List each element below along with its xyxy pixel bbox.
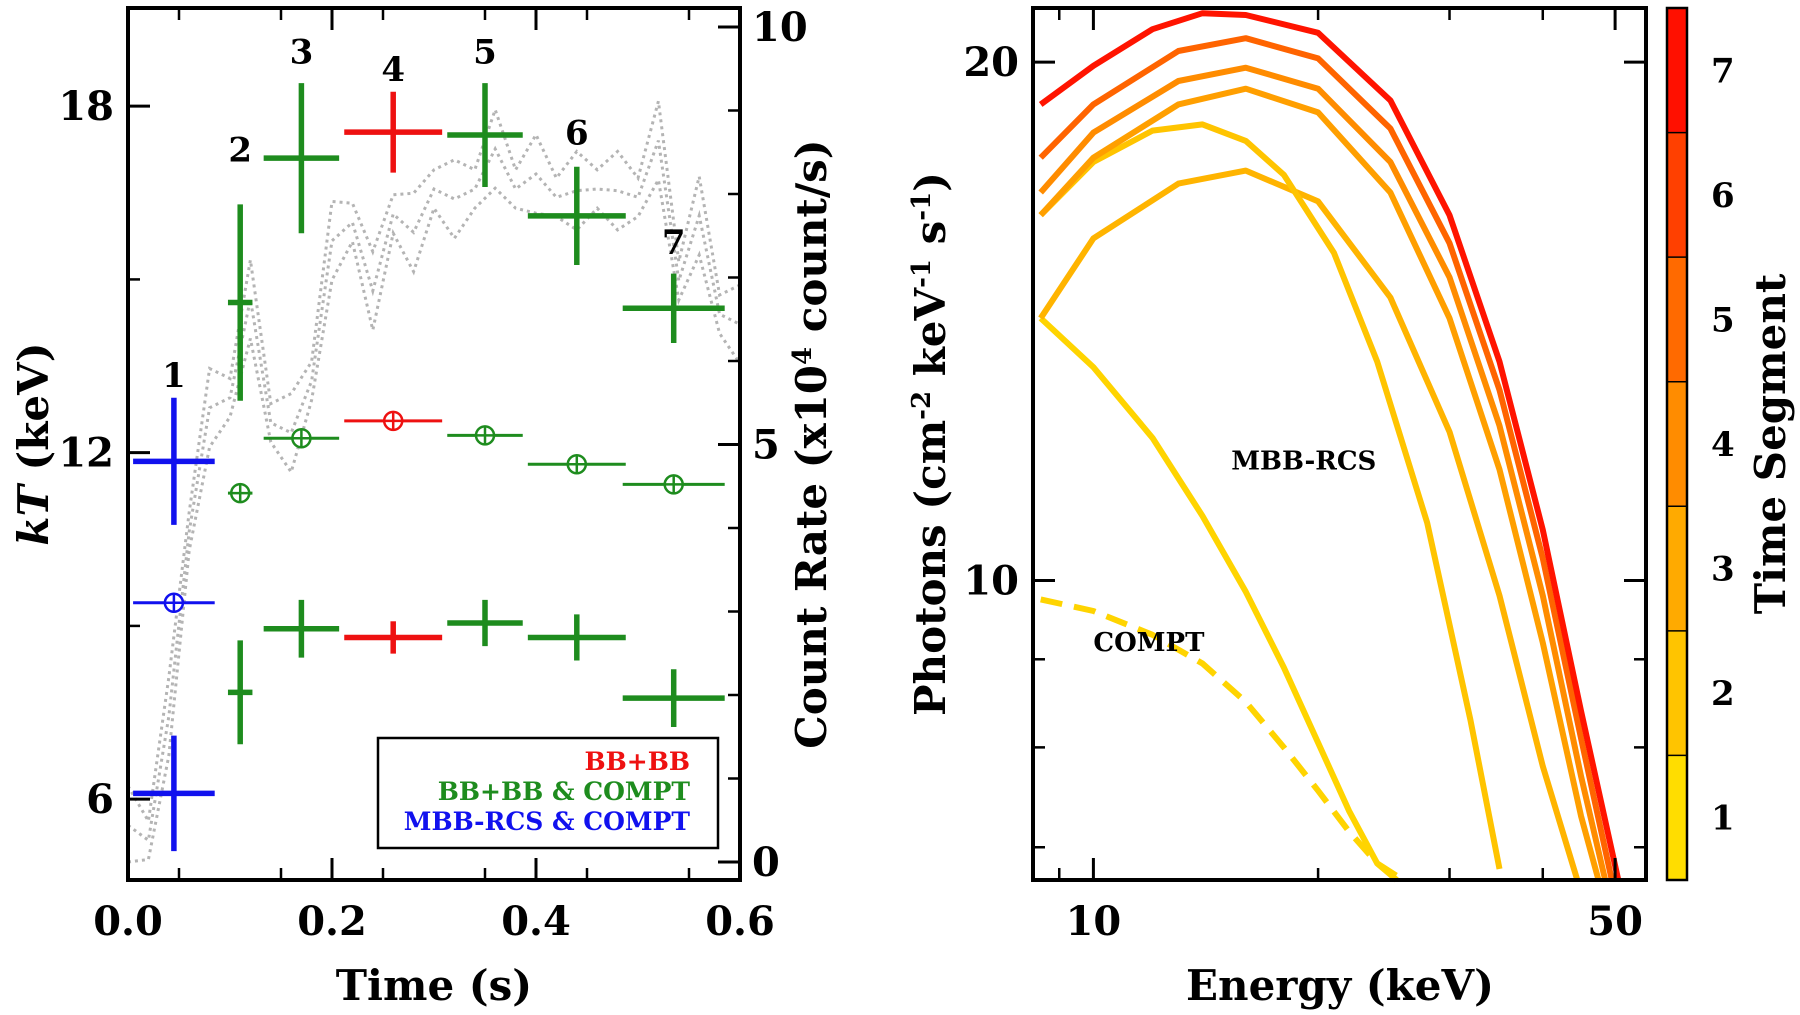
y2-label-part-2: count/s) [787,139,836,347]
y-tick-label: 18 [58,83,114,130]
y2-tick-label: 5 [752,422,780,469]
colorbar-segment [1667,8,1687,133]
colorbar-frame [1665,6,1689,882]
right-x-axis-label: Energy (keV) [1186,961,1494,1010]
annotation-mbb-rcs: MBB-RCS [1231,446,1376,476]
colorbar-tick-label: 7 [1711,51,1735,91]
colorbar: 1 2 3 4 5 6 7 [1667,8,1735,880]
photons-label-exp-2: -1 [907,259,937,288]
colorbar-segment [1667,755,1687,880]
colorbar-segment [1667,506,1687,631]
colorbar-segment [1667,381,1687,507]
colorbar-tick-label: 3 [1711,550,1735,590]
x-tick-label: 0.6 [705,898,775,945]
segment-label: 7 [662,223,686,263]
colorbar-tick-label: 6 [1711,176,1735,216]
colorbar-tick-label: 5 [1711,300,1735,340]
spectrum-segment-4 [1038,85,1602,881]
right-plot-frame [1031,6,1648,882]
photons-label-part-4: ) [906,172,955,192]
photons-tick-label: 20 [963,39,1019,86]
segment-label: 5 [473,33,497,73]
y-tick-label: 12 [58,430,114,477]
left-y-axis-label: kT (keV) [9,342,58,545]
colorbar-segment [1667,630,1687,756]
colorbar-segment [1667,132,1687,258]
spectrum-segment-6 [1038,35,1615,881]
spectrum-segment-1 [1038,316,1399,883]
annotation-compt: COMPT [1093,628,1205,658]
x-tick-label: 0.4 [501,898,571,945]
left-x-axis-label: Time (s) [336,961,532,1010]
photons-label-exp-3: -1 [907,192,937,221]
colorbar-segment [1667,257,1687,382]
right-y-axis-label: Count Rate (x104 count/s) [787,139,836,748]
energy-tick-label: 10 [1066,898,1122,945]
colorbar-tick-label: 1 [1711,799,1735,839]
spectra-curves [1038,10,1622,883]
photons-label-part-1: Photons (cm [906,420,955,716]
segment-label: 4 [381,50,405,90]
segment-label: 3 [290,33,314,73]
right-axis-ticks: 10 50 10 20 [963,8,1646,945]
x-tick-label: 0.2 [297,898,367,945]
colorbar-tick-label: 4 [1711,425,1735,465]
energy-tick-label: 50 [1587,898,1643,945]
legend-entry-bb-bb-compt: BB+BB & COMPT [438,777,691,806]
spectrum-segment-3 [1038,121,1503,870]
y-label-unit: (keV) [9,342,58,485]
y2-tick-label: 0 [752,839,780,886]
y-tick-label: 6 [86,776,114,823]
y2-label-part-1: Count Rate (x10 [787,365,836,749]
legend-entry-mbb-rcs-compt: MBB-RCS & COMPT [404,807,691,836]
segment-labels: 1 2 3 4 5 6 7 [162,33,685,396]
spectrum-segment-2 [1038,167,1581,881]
y2-tick-label: 10 [752,4,808,51]
spectrum-segment-7 [1038,10,1622,881]
spectrum-segment-5 [1038,64,1609,881]
y2-label-exponent: 4 [788,347,818,365]
count-rate-band [126,100,741,826]
colorbar-tick-label: 2 [1711,674,1735,714]
photons-label-part-2: keV [906,286,955,390]
photons-label-exp-1: -2 [907,391,937,420]
spectrum-segment-1-compt [1040,596,1405,883]
right-panel: 10 50 10 20 MBB-RCS COMPT Energy (keV) Phot… [906,6,1795,1010]
count-rate-band [127,140,741,843]
legend-entry-bb-bb: BB+BB [585,747,690,776]
segment-label: 6 [565,113,589,153]
colorbar-label: Time Segment [1746,273,1795,614]
left-plot-frame [126,6,742,882]
temperature-points [133,83,725,852]
x-tick-label: 0.0 [93,898,163,945]
right-y-axis-label: Photons (cm-2 keV-1 s-1) [906,172,955,716]
count-rate-curve [126,100,742,864]
left-legend: BB+BB BB+BB & COMPT MBB-RCS & COMPT [376,736,720,850]
segment-label: 2 [228,131,252,171]
y-label-kt: kT [9,482,58,545]
photons-tick-label: 10 [963,557,1019,604]
legend-box [376,736,720,850]
photons-label-part-3: s [906,221,955,259]
segment-label: 1 [162,356,186,396]
